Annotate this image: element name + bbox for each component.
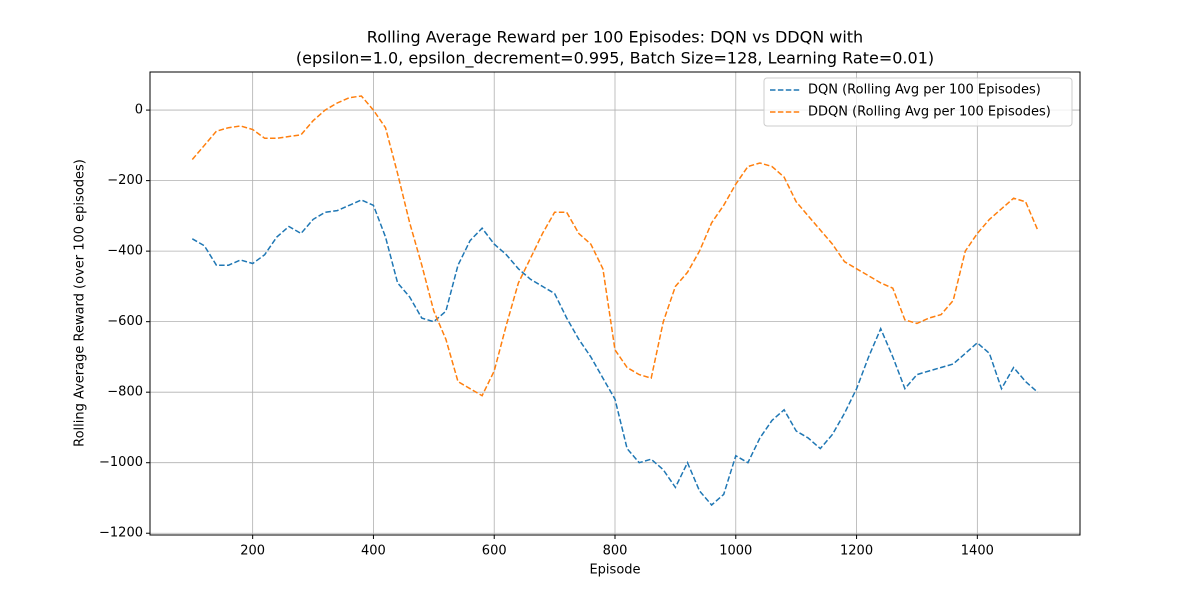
y-tick-label: −200 [107,173,143,188]
y-tick-label: −1000 [99,455,143,470]
y-tick-label: −800 [107,385,143,400]
y-tick-label: 0 [135,103,143,118]
chart-title: Rolling Average Reward per 100 Episodes:… [367,28,863,47]
x-tick-label: 1400 [961,544,994,559]
x-tick-label: 200 [240,544,265,559]
x-tick-label: 1200 [840,544,873,559]
x-tick-label: 400 [361,544,386,559]
legend-label: DQN (Rolling Avg per 100 Episodes) [808,83,1041,98]
x-tick-label: 1000 [719,544,752,559]
x-tick-label: 600 [482,544,507,559]
chart-title: (epsilon=1.0, epsilon_decrement=0.995, B… [296,49,934,69]
y-tick-label: −1200 [99,526,143,541]
data-line [191,95,1039,397]
legend-box [763,77,1073,127]
x-axis-label: Episode [589,563,640,578]
plot-frame [149,71,1081,536]
y-tick-label: −600 [107,314,143,329]
y-tick-label: −400 [107,244,143,259]
data-line [191,199,1039,507]
y-axis-label: Rolling Average Reward (over 100 episode… [73,159,88,447]
legend-label: DDQN (Rolling Avg per 100 Episodes) [808,105,1051,120]
x-tick-label: 800 [603,544,628,559]
